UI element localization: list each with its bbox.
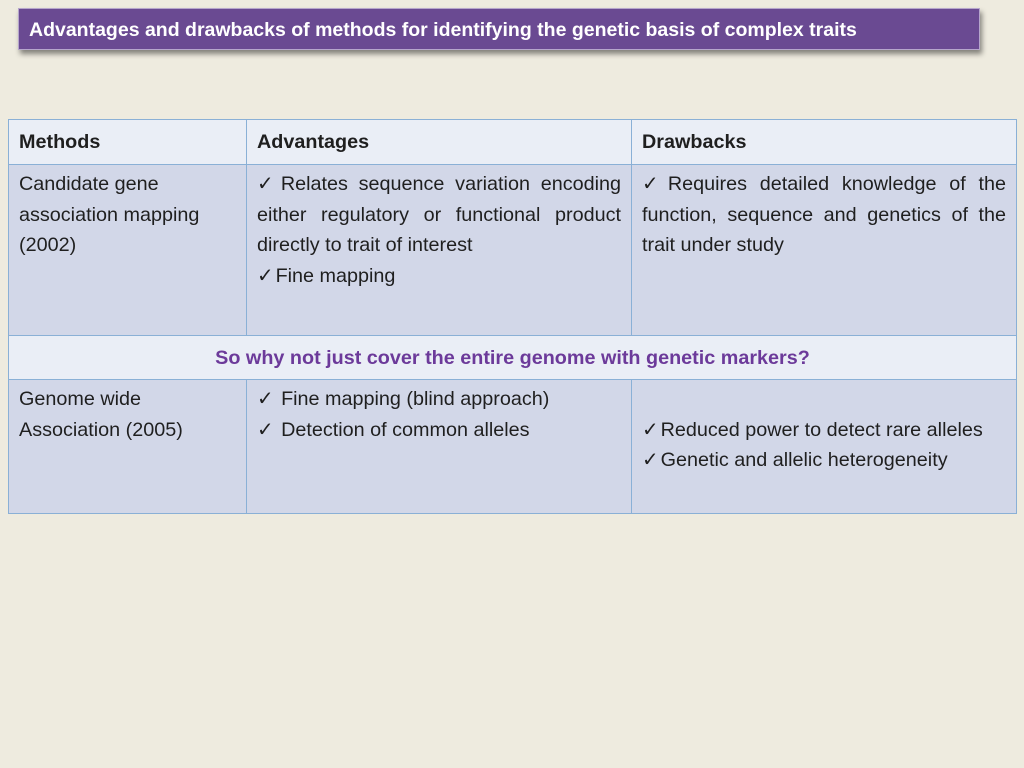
- advantage-text: Fine mapping (blind approach): [281, 388, 550, 410]
- row1-advantages: ✓ Relates sequence variation encoding eit…: [246, 164, 632, 336]
- row2-drawbacks: ✓ Reduced power to detect rare alleles ✓ G…: [631, 379, 1017, 514]
- checkmark-icon: ✓: [257, 388, 280, 410]
- advantage-item: ✓ Fine mapping: [257, 261, 621, 292]
- drawback-text: Reduced power to detect rare alleles: [660, 418, 983, 441]
- advantage-item: ✓ Relates sequence variation encoding eit…: [257, 169, 621, 261]
- slide-title: Advantages and drawbacks of methods for …: [18, 8, 980, 50]
- checkmark-icon: ✓: [642, 418, 659, 441]
- checkmark-icon: ✓: [257, 264, 274, 287]
- table-row: Candidate gene association mapping (2002…: [8, 164, 1017, 336]
- drawback-item: ✓ Requires detailed knowledge of the func…: [642, 169, 1006, 261]
- advantage-text: Relates sequence variation encoding eith…: [257, 173, 621, 256]
- checkmark-icon: ✓: [642, 449, 659, 471]
- table-row: Genome wide Association (2005) ✓ Fine ma…: [8, 379, 1017, 514]
- header-advantages: Advantages: [246, 119, 632, 165]
- drawback-text: Genetic and allelic heterogeneity: [660, 449, 948, 471]
- row1-method: Candidate gene association mapping (2002…: [8, 164, 247, 336]
- checkmark-icon: ✓: [642, 173, 666, 195]
- drawback-item: ✓ Reduced power to detect rare alleles: [642, 415, 1006, 446]
- question-text: So why not just cover the entire genome …: [8, 335, 1017, 380]
- header-drawbacks: Drawbacks: [631, 119, 1017, 165]
- row2-method: Genome wide Association (2005): [8, 379, 247, 514]
- advantage-text: Fine mapping: [275, 264, 396, 287]
- row2-advantages: ✓ Fine mapping (blind approach) ✓ Detect…: [246, 379, 632, 514]
- advantage-item: ✓ Fine mapping (blind approach): [257, 384, 621, 415]
- row1-drawbacks: ✓ Requires detailed knowledge of the func…: [631, 164, 1017, 336]
- question-row: So why not just cover the entire genome …: [8, 335, 1017, 380]
- checkmark-icon: ✓: [257, 173, 279, 195]
- advantage-text: Detection of common alleles: [281, 418, 530, 441]
- table-header-row: Methods Advantages Drawbacks: [8, 119, 1017, 165]
- checkmark-icon: ✓: [257, 418, 280, 441]
- advantage-item: ✓ Detection of common alleles: [257, 415, 621, 446]
- methods-comparison-table: Methods Advantages Drawbacks Candidate g…: [8, 119, 1017, 514]
- drawback-item: ✓ Genetic and allelic heterogeneity: [642, 445, 1006, 476]
- drawback-text: Requires detailed knowledge of the funct…: [642, 173, 1006, 256]
- header-methods: Methods: [8, 119, 247, 165]
